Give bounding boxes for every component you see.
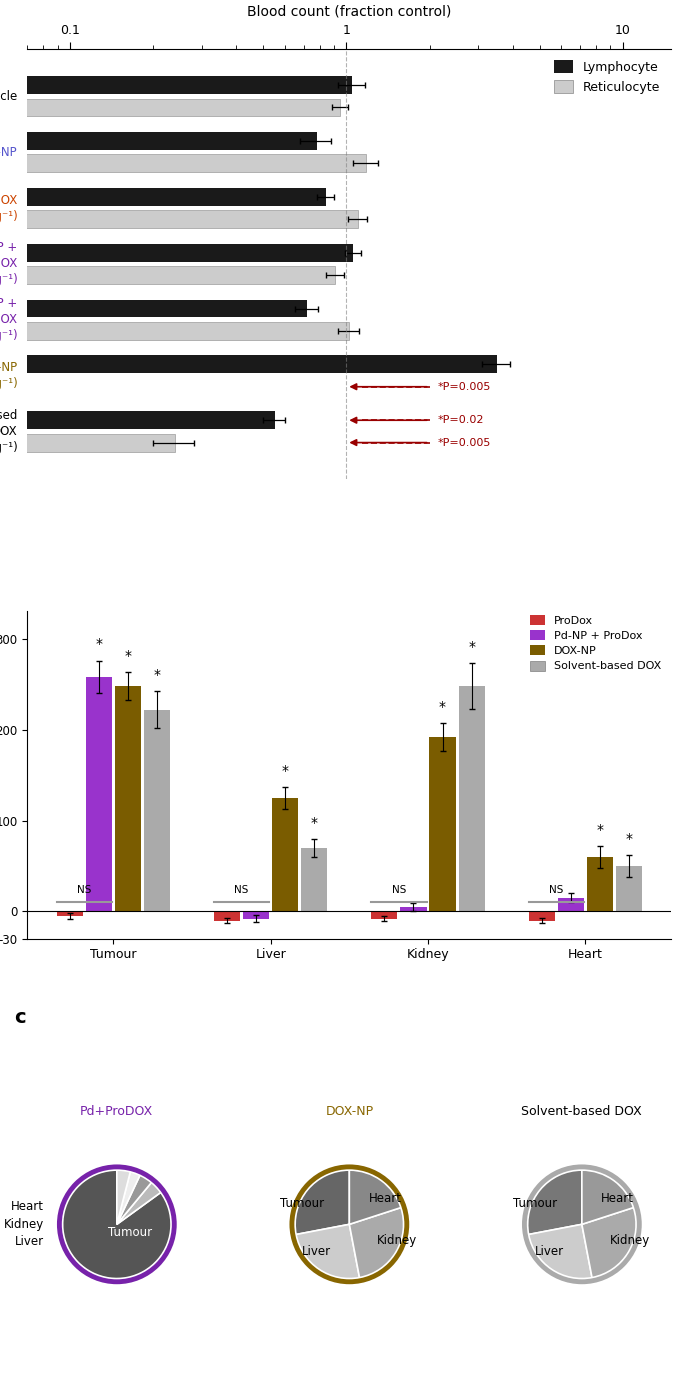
Text: Solvent-based
DOX
(16 μmol kg⁻¹): Solvent-based DOX (16 μmol kg⁻¹) bbox=[0, 409, 18, 454]
Bar bbox=[0, 322, 349, 339]
Text: Pd-NP: Pd-NP bbox=[0, 145, 18, 159]
Text: *: * bbox=[282, 764, 289, 778]
Text: NS: NS bbox=[77, 885, 92, 895]
Text: *P=0.005: *P=0.005 bbox=[438, 381, 491, 392]
Bar bbox=[0, 356, 497, 373]
Bar bbox=[587, 857, 613, 912]
Bar bbox=[214, 912, 240, 920]
Text: Heart: Heart bbox=[369, 1192, 401, 1205]
Text: *P=0.02: *P=0.02 bbox=[438, 415, 484, 426]
Text: c: c bbox=[14, 1008, 25, 1027]
Text: Vehicle: Vehicle bbox=[0, 89, 18, 103]
Text: Liver: Liver bbox=[14, 1235, 44, 1248]
Bar bbox=[371, 912, 397, 919]
Bar bbox=[144, 709, 170, 912]
Legend: ProDox, Pd-NP + ProDox, DOX-NP, Solvent-based DOX: ProDox, Pd-NP + ProDox, DOX-NP, Solvent-… bbox=[525, 610, 666, 676]
Wedge shape bbox=[527, 1170, 582, 1234]
Bar bbox=[0, 244, 353, 261]
Wedge shape bbox=[62, 1170, 171, 1279]
Wedge shape bbox=[117, 1175, 151, 1224]
Title: Solvent-based DOX: Solvent-based DOX bbox=[521, 1106, 643, 1118]
Text: Pd-NP +
ProDOX
(16 μmol kg⁻¹): Pd-NP + ProDOX (16 μmol kg⁻¹) bbox=[0, 242, 18, 286]
Wedge shape bbox=[349, 1208, 403, 1277]
Bar bbox=[0, 300, 307, 317]
Text: Kidney: Kidney bbox=[377, 1234, 418, 1248]
Text: *: * bbox=[95, 638, 102, 652]
Text: *: * bbox=[125, 649, 132, 663]
Text: Tumour: Tumour bbox=[108, 1226, 153, 1240]
Text: Liver: Liver bbox=[302, 1245, 331, 1258]
Text: DOX-NP
(16 μmol kg⁻¹): DOX-NP (16 μmol kg⁻¹) bbox=[0, 362, 18, 389]
Bar bbox=[0, 99, 340, 116]
Wedge shape bbox=[349, 1170, 401, 1224]
Title: DOX-NP: DOX-NP bbox=[325, 1106, 373, 1118]
Bar bbox=[0, 77, 352, 94]
Text: Tumour: Tumour bbox=[512, 1198, 557, 1210]
Bar bbox=[0, 133, 316, 149]
Bar bbox=[0, 211, 358, 228]
Text: Heart: Heart bbox=[11, 1201, 44, 1213]
X-axis label: Blood count (fraction control): Blood count (fraction control) bbox=[247, 4, 451, 18]
Text: *: * bbox=[311, 815, 318, 829]
Bar bbox=[0, 155, 366, 172]
Text: Kidney: Kidney bbox=[3, 1217, 44, 1231]
Wedge shape bbox=[582, 1208, 636, 1277]
Bar bbox=[529, 912, 555, 920]
Wedge shape bbox=[296, 1224, 360, 1279]
Bar bbox=[57, 912, 83, 916]
Text: ProDOX
(16 μmol kg⁻¹): ProDOX (16 μmol kg⁻¹) bbox=[0, 194, 18, 222]
Text: Tumour: Tumour bbox=[280, 1198, 324, 1210]
Wedge shape bbox=[295, 1170, 349, 1234]
Bar bbox=[301, 847, 327, 912]
Text: NS: NS bbox=[234, 885, 249, 895]
Bar bbox=[616, 866, 642, 912]
Bar bbox=[429, 737, 456, 912]
Text: *: * bbox=[468, 641, 475, 655]
Bar bbox=[86, 677, 112, 912]
Bar bbox=[272, 797, 299, 912]
Text: *: * bbox=[439, 701, 446, 715]
Bar bbox=[0, 267, 335, 283]
Bar bbox=[400, 907, 427, 912]
Wedge shape bbox=[529, 1224, 592, 1279]
Text: NS: NS bbox=[392, 885, 406, 895]
Bar bbox=[0, 188, 325, 205]
Title: Pd+ProDOX: Pd+ProDOX bbox=[80, 1106, 153, 1118]
Wedge shape bbox=[582, 1170, 634, 1224]
Bar bbox=[0, 412, 275, 429]
Text: Kidney: Kidney bbox=[610, 1234, 650, 1248]
Text: NS: NS bbox=[549, 885, 563, 895]
Wedge shape bbox=[117, 1182, 161, 1224]
Text: *: * bbox=[597, 822, 603, 836]
Wedge shape bbox=[117, 1170, 130, 1224]
Text: Liver: Liver bbox=[534, 1245, 564, 1258]
Wedge shape bbox=[117, 1171, 140, 1224]
Legend: Lymphocyte, Reticulocyte: Lymphocyte, Reticulocyte bbox=[549, 54, 665, 99]
Text: *: * bbox=[625, 832, 632, 846]
Bar bbox=[0, 434, 175, 451]
Bar bbox=[115, 685, 141, 912]
Text: Heart: Heart bbox=[601, 1192, 634, 1205]
Bar bbox=[558, 898, 584, 912]
Bar bbox=[243, 912, 269, 919]
Text: Pd-NP +
proDOX
(48 μmol kg⁻¹): Pd-NP + proDOX (48 μmol kg⁻¹) bbox=[0, 297, 18, 342]
Text: *: * bbox=[153, 669, 160, 683]
Text: *P=0.005: *P=0.005 bbox=[438, 437, 491, 448]
Bar bbox=[458, 685, 485, 912]
